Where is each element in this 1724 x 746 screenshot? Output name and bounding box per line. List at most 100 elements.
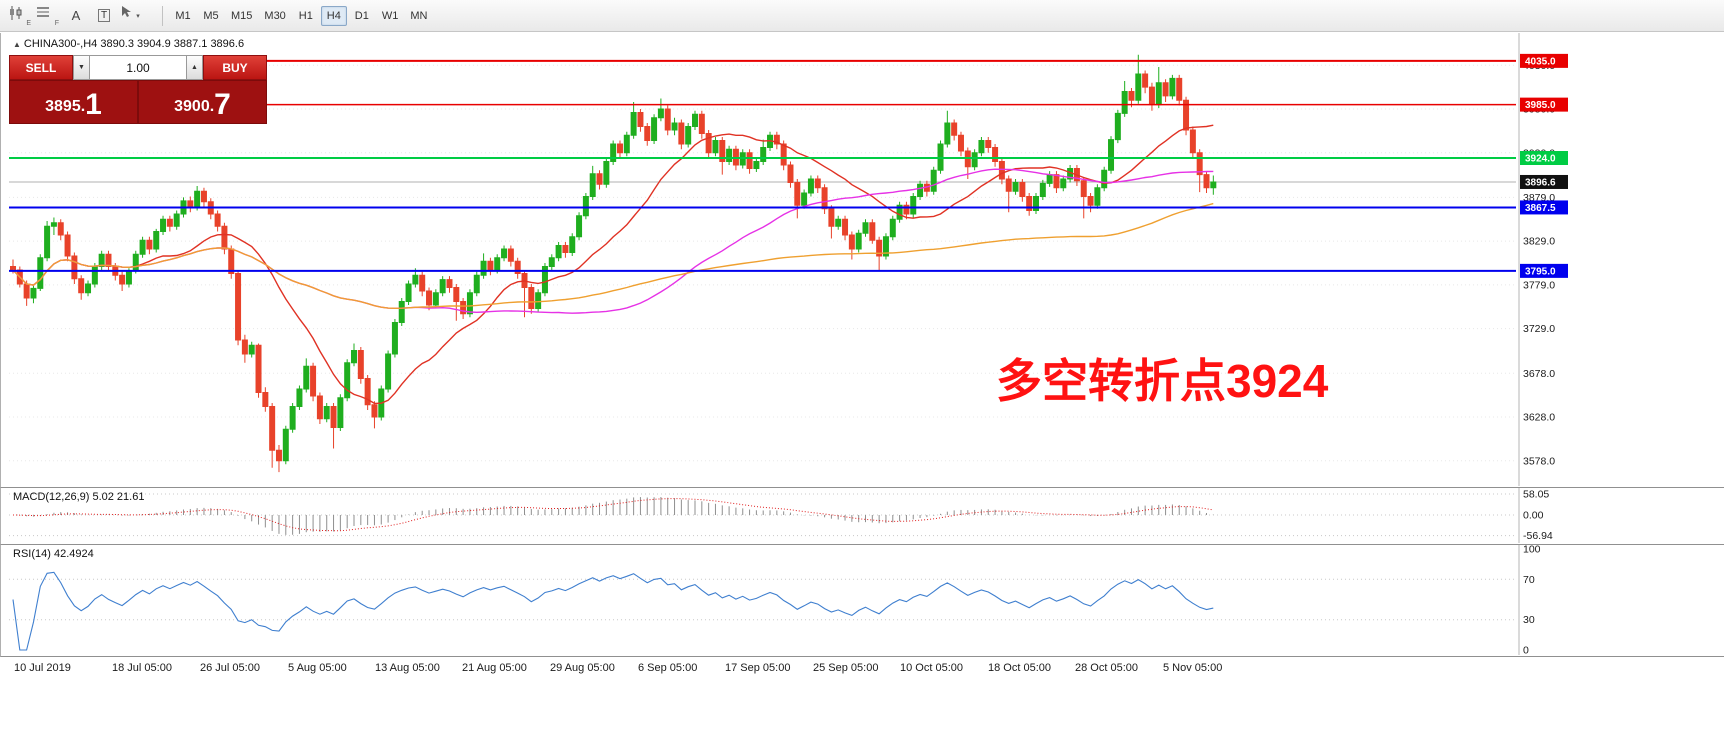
candle-body <box>794 182 801 206</box>
candle-body <box>671 122 678 131</box>
timeframe-d1[interactable]: D1 <box>349 6 375 26</box>
candle-body <box>589 173 596 197</box>
candle-body <box>882 236 889 257</box>
ask-price-box[interactable]: 3900. 7 <box>138 80 267 124</box>
candle-body <box>1080 180 1087 197</box>
candle-body <box>637 112 644 127</box>
candle-body <box>903 204 910 215</box>
candle-body <box>50 222 57 227</box>
candle-body <box>746 152 753 169</box>
candle-body <box>548 257 555 267</box>
candle-body <box>119 274 126 285</box>
candle-body <box>221 225 228 250</box>
timeframe-w1[interactable]: W1 <box>377 6 404 26</box>
time-axis[interactable]: 10 Jul 2019 18 Jul 05:00 26 Jul 05:00 5 Aug… <box>0 657 1724 683</box>
price-tick-label: 3678.0 <box>1523 368 1555 380</box>
candle-body <box>910 196 917 215</box>
candle-body <box>139 239 146 255</box>
time-label: 28 Oct 05:00 <box>1075 662 1138 674</box>
timeframe-m5[interactable]: M5 <box>198 6 224 26</box>
timeframe-h4[interactable]: H4 <box>320 5 347 26</box>
candle-body <box>753 161 760 169</box>
candle-body <box>37 257 44 289</box>
candle-body <box>501 248 508 259</box>
macd-indicator-panel: 58.05 0.00 -56.94 MACD(12,26,9) 5.02 21.61 <box>0 488 1724 545</box>
candle-body <box>228 248 235 274</box>
candle-body <box>1189 129 1196 154</box>
buy-button[interactable]: BUY <box>203 55 267 80</box>
volume-dropdown-button[interactable]: ▼ <box>73 55 90 80</box>
candle-body <box>692 113 698 127</box>
indicator-list-button[interactable]: F <box>35 4 61 28</box>
candlestick-chart-icon <box>10 5 22 20</box>
candle-body <box>200 190 207 203</box>
time-label: 21 Aug 05:00 <box>462 662 527 674</box>
candle-body <box>337 397 344 428</box>
timeframe-mn[interactable]: MN <box>405 6 432 26</box>
time-label: 5 Aug 05:00 <box>288 662 347 674</box>
candle-body <box>535 292 542 309</box>
candle-body <box>1114 112 1121 141</box>
candle-body <box>930 169 937 192</box>
candle-body <box>1039 182 1046 197</box>
candle-body <box>773 134 780 145</box>
moving-average-line <box>12 202 1214 310</box>
candle-body <box>371 404 378 418</box>
timeframe-m30[interactable]: M30 <box>259 6 290 26</box>
candle-body <box>1176 77 1183 101</box>
candle-body <box>855 232 862 250</box>
bid-price-box[interactable]: 3895. 1 <box>9 80 138 124</box>
macd-chart[interactable]: 58.05 0.00 -56.94 <box>1 488 1724 543</box>
candle-body <box>391 322 398 355</box>
candle-body <box>780 143 787 166</box>
candle-body <box>1012 182 1019 192</box>
candle-body <box>10 266 16 271</box>
candle-body <box>848 234 855 250</box>
candle-body <box>582 196 589 217</box>
icon-sub-letter: E <box>26 19 31 27</box>
candle-body <box>357 350 364 379</box>
font-tool-button[interactable]: A <box>63 4 89 28</box>
timeframe-m15[interactable]: M15 <box>226 6 257 26</box>
candle-body <box>1142 73 1149 88</box>
one-click-trading-panel: SELL ▼ 1.00 ▲ BUY 3895. 1 3900. 7 <box>9 55 267 124</box>
candle-body <box>869 222 876 241</box>
ask-price-main: 3900. <box>174 98 215 115</box>
sell-button[interactable]: SELL <box>9 55 73 80</box>
chart-symbol-ohlc: ▲ CHINA300-,H4 3890.3 3904.9 3887.1 3896.… <box>13 38 244 50</box>
time-label: 25 Sep 05:00 <box>813 662 879 674</box>
candle-body <box>487 260 494 271</box>
volume-up-button[interactable]: ▲ <box>186 55 203 80</box>
rsi-chart[interactable]: 100 70 30 0 <box>1 545 1724 655</box>
candle-body <box>248 344 255 355</box>
chart-type-button[interactable]: E <box>7 4 33 28</box>
candle-body <box>344 362 351 399</box>
price-tick-label: 3729.0 <box>1523 323 1555 335</box>
candle-body <box>801 192 808 206</box>
candle-body <box>1005 178 1012 192</box>
text-label-tool-button[interactable]: T <box>91 4 117 28</box>
macd-scale-label: -56.94 <box>1523 530 1553 542</box>
timeframe-m1[interactable]: M1 <box>170 6 196 26</box>
candle-body <box>289 406 296 430</box>
timeframe-h1[interactable]: H1 <box>293 6 319 26</box>
candle-body <box>978 140 985 154</box>
macd-label: MACD(12,26,9) 5.02 21.61 <box>13 491 145 503</box>
candle-body <box>98 253 105 267</box>
volume-input[interactable]: 1.00 <box>90 55 186 80</box>
candle-body <box>1135 73 1142 101</box>
chevron-down-icon: ▾ <box>136 12 140 20</box>
candle-body <box>446 279 453 288</box>
candle-body <box>603 161 610 185</box>
candle-body <box>439 279 446 294</box>
rsi-scale-label: 30 <box>1523 614 1535 626</box>
rsi-line <box>12 571 1214 651</box>
candle-body <box>944 122 951 145</box>
candle-body <box>1019 182 1026 197</box>
candle-body <box>473 274 480 294</box>
list-icon <box>37 6 49 17</box>
candle-body <box>705 133 712 154</box>
cursor-mode-button[interactable]: ▾ <box>119 4 155 28</box>
volume-value: 1.00 <box>126 60 150 75</box>
